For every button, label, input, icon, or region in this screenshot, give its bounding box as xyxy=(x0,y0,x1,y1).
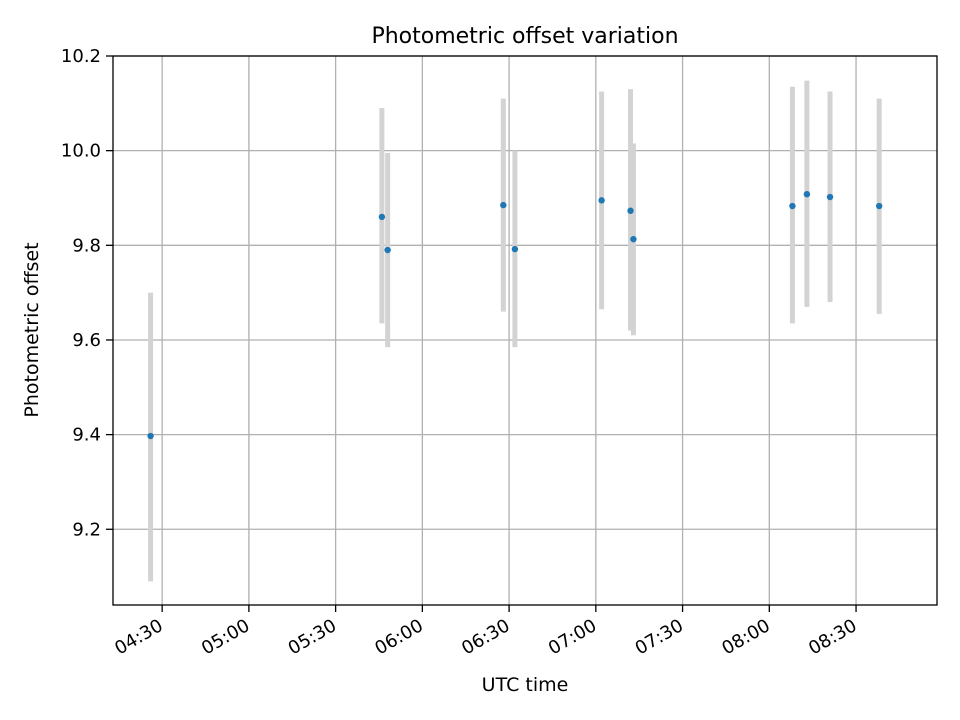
x-tick-label: 07:00 xyxy=(545,615,600,659)
y-axis-ticks: 9.2 9.4 9.6 9.8 10.0 10.2 xyxy=(61,46,113,540)
x-axis-ticks: 04:30 05:00 05:30 06:00 06:30 07:00 07:30 08:00… xyxy=(111,605,861,659)
grid xyxy=(113,55,937,605)
data-points xyxy=(147,190,883,440)
y-tick-label: 9.8 xyxy=(72,235,101,256)
data-point xyxy=(803,190,811,198)
data-point xyxy=(147,432,154,440)
data-point xyxy=(511,245,519,253)
y-tick-label: 10.0 xyxy=(61,141,101,162)
x-tick-label: 08:30 xyxy=(805,615,860,659)
data-point xyxy=(789,202,796,210)
data-point xyxy=(384,246,391,254)
x-tick-label: 06:00 xyxy=(371,615,426,659)
x-tick-label: 04:30 xyxy=(111,615,166,659)
y-tick-label: 10.2 xyxy=(61,46,101,67)
x-tick-label: 05:30 xyxy=(285,615,340,659)
x-tick-label: 08:00 xyxy=(718,615,773,659)
plot-area-frame xyxy=(112,55,938,606)
x-tick-label: 05:00 xyxy=(198,615,253,659)
x-axis-label: UTC time xyxy=(482,674,569,696)
data-point xyxy=(627,207,634,214)
y-tick-label: 9.2 xyxy=(72,519,101,540)
x-tick-label: 06:30 xyxy=(458,615,513,659)
data-point xyxy=(598,197,605,204)
data-point xyxy=(500,201,507,209)
data-point xyxy=(875,202,883,210)
chart-title: Photometric offset variation xyxy=(371,24,678,49)
y-tick-label: 9.6 xyxy=(72,330,101,351)
data-point xyxy=(826,193,834,201)
x-tick-label: 07:30 xyxy=(632,615,687,659)
data-point xyxy=(630,235,637,243)
y-axis-label: Photometric offset xyxy=(21,242,43,417)
data-point xyxy=(378,213,386,221)
y-tick-label: 9.4 xyxy=(72,425,101,446)
